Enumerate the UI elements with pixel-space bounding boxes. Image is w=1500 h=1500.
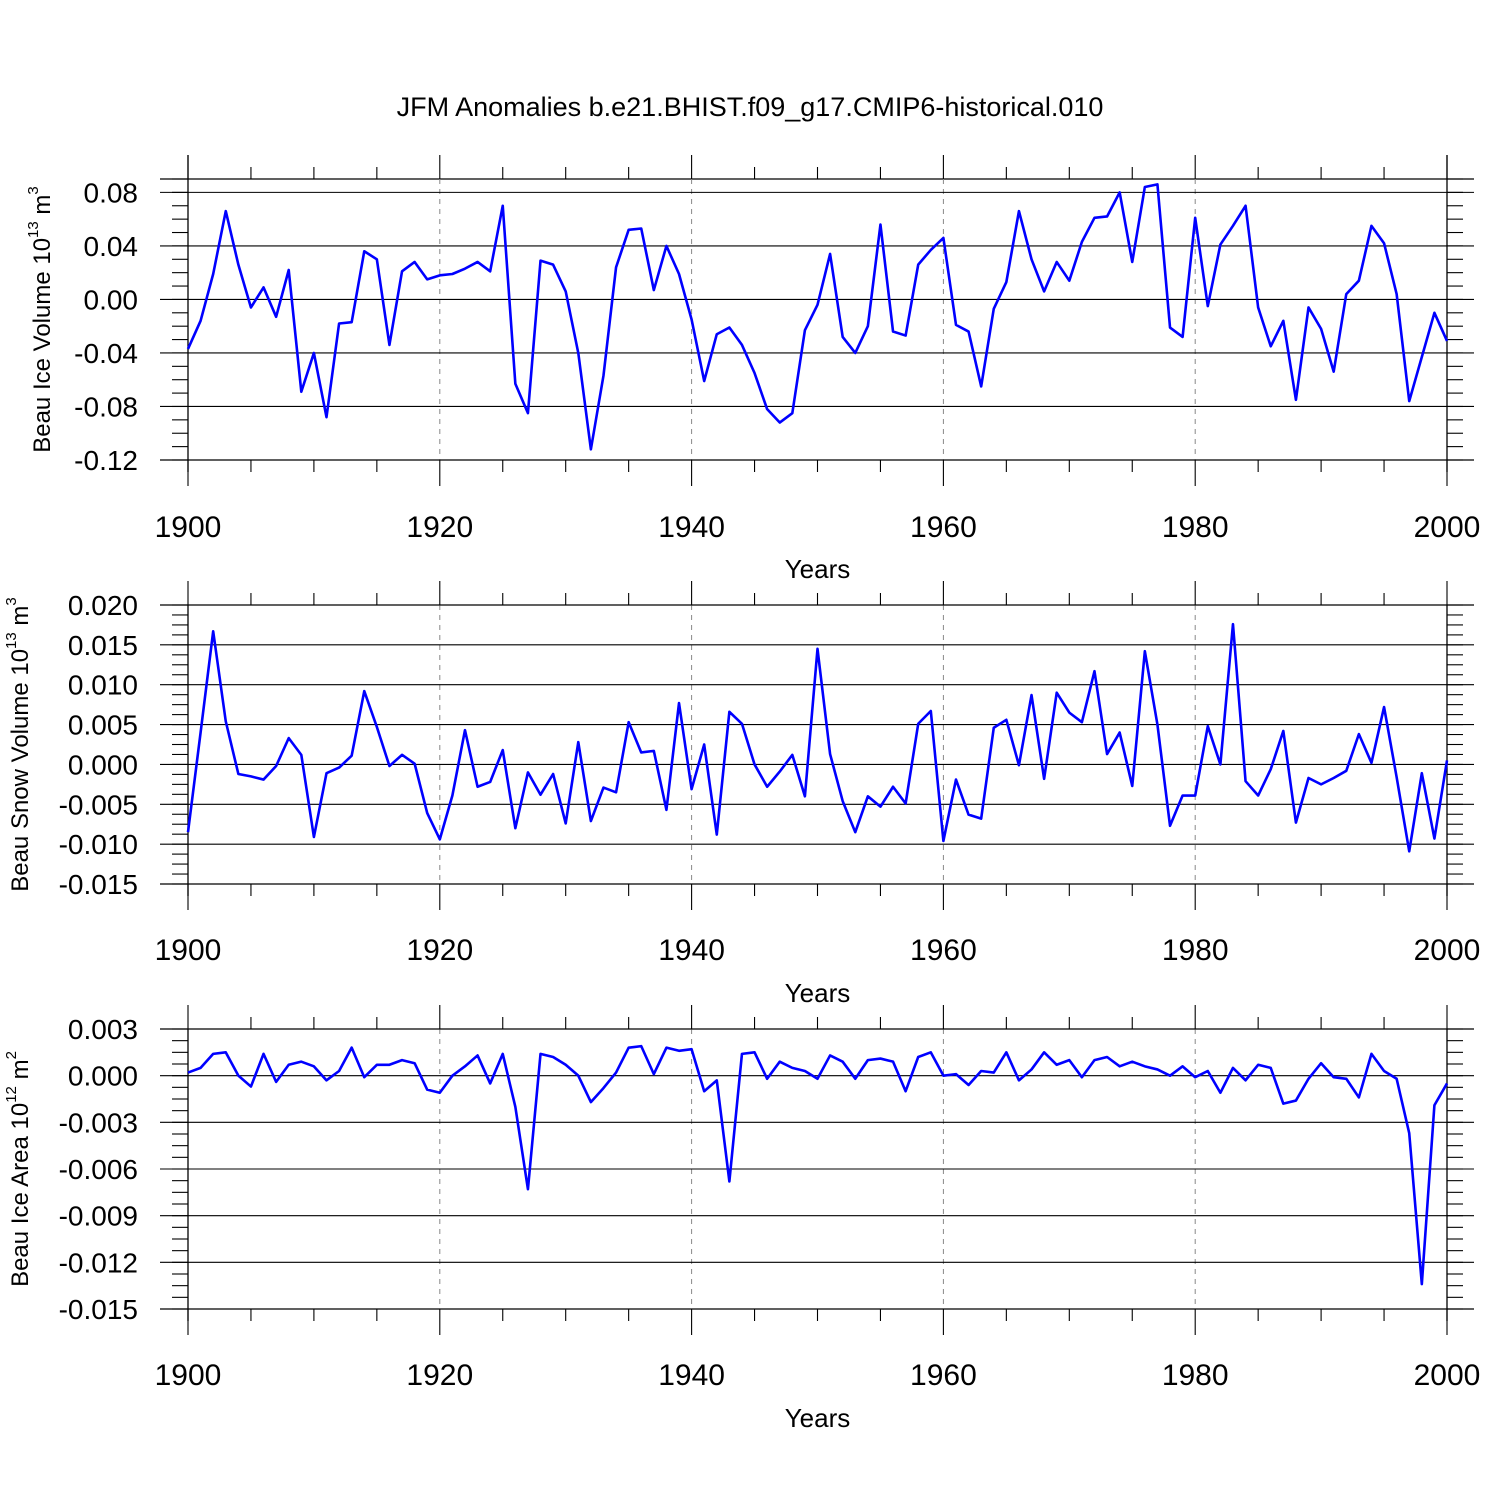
ice-area-series-line	[187, 1044, 1449, 1286]
ice-volume-series-line	[186, 183, 1449, 451]
x-tick-label: 2000	[1414, 511, 1481, 544]
x-axis-label: Years	[785, 1403, 851, 1433]
ice-area-panel: -0.015 -0.012 -0.009 -0.006 -0.003 0.000 0.003…	[3, 1005, 1480, 1433]
y-tick-label: 0.010	[68, 670, 138, 701]
y-tick-label: -0.003	[59, 1107, 138, 1138]
y-axis-label: Beau Snow Volume 1013 m3	[3, 597, 34, 892]
x-tick-label: 2000	[1414, 1359, 1481, 1392]
x-tick-label: 1940	[658, 1359, 725, 1392]
y-tick-label: -0.009	[59, 1201, 138, 1232]
x-tick-label: 1980	[1162, 511, 1229, 544]
x-tick-label: 1900	[155, 934, 222, 967]
y-tick-label: -0.12	[74, 445, 138, 476]
x-tick-label: 1940	[658, 934, 725, 967]
x-tick-label: 1960	[910, 511, 977, 544]
y-tick-label: -0.005	[59, 789, 138, 820]
x-axis-label: Years	[785, 554, 851, 584]
y-tick-label: -0.010	[59, 829, 138, 860]
x-tick-label: 1980	[1162, 1359, 1229, 1392]
x-tick-label: 1900	[155, 1359, 222, 1392]
x-axis-label: Years	[785, 978, 851, 1008]
x-tick-label: 1940	[658, 511, 725, 544]
ice-volume-panel: -0.12 -0.08 -0.04 0.00 0.04 0.08 1900 1920 1940 1…	[25, 155, 1480, 584]
y-tick-label: 0.015	[68, 630, 138, 661]
y-tick-label: 0.00	[84, 284, 139, 315]
x-tick-label: 1960	[910, 1359, 977, 1392]
figure-title: JFM Anomalies b.e21.BHIST.f09_g17.CMIP6-…	[397, 92, 1104, 122]
x-tick-label: 2000	[1414, 934, 1481, 967]
x-tick-label: 1960	[910, 934, 977, 967]
y-tick-label: 0.08	[84, 177, 139, 208]
x-tick-label: 1980	[1162, 934, 1229, 967]
y-tick-label: 0.020	[68, 590, 138, 621]
y-tick-label: 0.000	[68, 749, 138, 780]
panels: -0.12 -0.08 -0.04 0.00 0.04 0.08 1900 1920 1940 1…	[3, 155, 1480, 1433]
x-tick-label: 1920	[406, 1359, 473, 1392]
snow-volume-panel: -0.015 -0.010 -0.005 0.000 0.005 0.010 0.015 0.…	[3, 581, 1480, 1008]
y-tick-label: -0.015	[59, 1294, 138, 1325]
y-tick-label: 0.003	[68, 1014, 138, 1045]
y-tick-label: -0.015	[59, 869, 138, 900]
y-tick-label: -0.04	[74, 338, 138, 369]
x-tick-label: 1920	[406, 934, 473, 967]
y-tick-label: 0.000	[68, 1061, 138, 1092]
y-tick-label: -0.08	[74, 391, 138, 422]
y-tick-label: 0.04	[84, 231, 139, 262]
x-tick-label: 1920	[406, 511, 473, 544]
y-tick-label: 0.005	[68, 710, 138, 741]
y-tick-label: -0.012	[59, 1247, 138, 1278]
snow-volume-series-line	[186, 622, 1449, 853]
x-tick-label: 1900	[155, 511, 222, 544]
y-axis-label: Beau Ice Area 1012 m2	[3, 1051, 34, 1287]
y-axis-label: Beau Ice Volume 1013 m3	[25, 186, 56, 453]
y-tick-label: -0.006	[59, 1154, 138, 1185]
